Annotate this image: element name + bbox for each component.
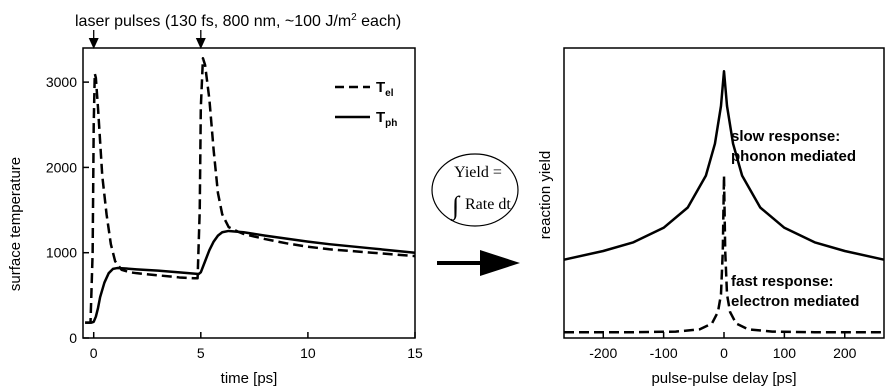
transform-arrow — [437, 250, 520, 276]
legend-label-tel: Tel — [376, 79, 394, 99]
formula-line2: Rate dt — [465, 196, 511, 213]
right-x-tick-label: 100 — [773, 345, 797, 361]
yield-formula: Yield = ∫ Rate dt — [431, 153, 519, 227]
fast-response-line2: electron mediated — [731, 293, 859, 310]
laser-pulse-label: laser pulses (130 fs, 800 nm, ~100 J/m2 … — [75, 12, 401, 30]
right-series-solid-line — [563, 69, 885, 261]
right-x-tick-label: -200 — [589, 345, 617, 361]
right-x-axis-label: pulse-pulse delay [ps] — [651, 370, 796, 387]
left-y-axis-label: surface temperature — [7, 157, 24, 291]
laser-pulse-arrow-head — [88, 38, 99, 49]
left-x-tick-label: 0 — [90, 345, 98, 361]
arrow-head — [480, 250, 520, 276]
left-x-tick-label: 5 — [197, 345, 205, 361]
legend-label-tph: Tph — [376, 109, 397, 129]
left-x-tick-label: 15 — [407, 345, 423, 361]
left-x-axis-label: time [ps] — [221, 370, 278, 387]
right-x-tick-label: 0 — [720, 345, 728, 361]
left-series-dashed-line — [85, 56, 416, 324]
right-y-axis-label: reaction yield — [537, 151, 554, 239]
left-y-tick-label: 0 — [69, 330, 77, 346]
right-series-dashed-line — [564, 174, 884, 334]
laser-pulse-arrow-head — [195, 38, 206, 49]
integral-sign: ∫ — [450, 191, 461, 221]
temperature-chart: 0 5 10 15 0 1000 2000 3000 time [ps] surface te… — [7, 30, 423, 387]
left-y-tick-label: 3000 — [46, 74, 77, 90]
formula-line1: Yield = — [454, 164, 502, 181]
right-x-tick-label: 200 — [833, 345, 857, 361]
left-legend: Tel Tph — [335, 79, 397, 129]
left-x-tick-label: 10 — [300, 345, 316, 361]
slow-response-line2: phonon mediated — [731, 148, 856, 165]
left-plot-frame — [82, 47, 416, 339]
left-y-tick-label: 1000 — [46, 245, 77, 261]
fast-response-line1: fast response: — [731, 273, 834, 290]
right-x-tick-label: -100 — [650, 345, 678, 361]
reaction-yield-chart: -200 -100 0 100 200 pulse-pulse delay [ps] r… — [537, 47, 885, 387]
left-y-tick-label: 2000 — [46, 159, 77, 175]
left-series-solid-line — [85, 229, 416, 324]
formula-ellipse — [431, 153, 519, 227]
slow-response-line1: slow response: — [731, 128, 840, 145]
